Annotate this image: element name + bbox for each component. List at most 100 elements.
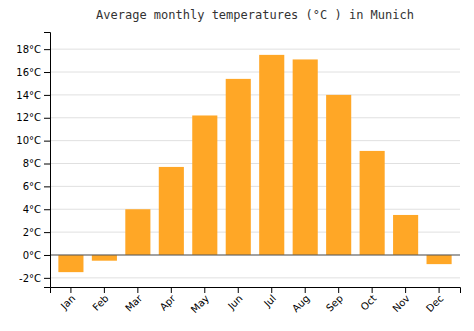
x-axis: Jan Feb Mar Apr May Jun Jul Aug Sep Oct Nov Dec	[51, 287, 461, 315]
x-tick-label: Sep	[324, 293, 345, 314]
x-tick-mark	[338, 287, 339, 293]
y-tick-label: 2°C	[23, 227, 41, 238]
y-tick-label: -2°C	[19, 273, 41, 284]
bar	[326, 95, 351, 255]
x-tick: Jan	[58, 287, 77, 312]
y-tick-mark	[44, 49, 50, 50]
y-tick: 2°C	[23, 227, 50, 238]
x-tick: Oct	[358, 287, 378, 313]
x-tick: Dec	[424, 287, 445, 314]
y-tick-label: 6°C	[23, 181, 41, 192]
y-tick: 16°C	[16, 67, 50, 78]
x-tick: Jun	[225, 287, 245, 312]
x-tick: Sep	[324, 287, 345, 314]
grid-line	[50, 94, 460, 95]
grid	[50, 49, 460, 278]
y-tick-label: 4°C	[23, 204, 41, 215]
y-tick-mark	[44, 232, 50, 233]
y-tick-mark	[44, 255, 50, 256]
y-tick-mark	[44, 72, 50, 73]
y-tick: 4°C	[23, 204, 50, 215]
y-tick-label: 18°C	[16, 44, 41, 55]
y-tick-mark	[44, 186, 50, 187]
bar	[226, 79, 251, 255]
y-tick-mark	[44, 209, 50, 210]
marks	[50, 55, 460, 272]
bar	[293, 59, 318, 255]
x-tick-label: Jan	[58, 293, 77, 312]
x-tick-mark	[204, 287, 205, 293]
grid-line	[50, 186, 460, 187]
x-tick-mark	[439, 287, 440, 293]
y-tick: 18°C	[16, 44, 50, 55]
x-tick-mark	[372, 287, 373, 293]
x-tick-mark	[137, 287, 138, 293]
title: Average monthly temperatures (°C ) in Mu…	[96, 8, 414, 22]
x-tick: Feb	[90, 287, 110, 313]
y-tick: 6°C	[23, 181, 50, 192]
y-axis: -2°C 0°C 2°C 4°C 6°C 8°C 10°C 12°C 14°C 16°C 18°C	[16, 33, 50, 288]
y-tick-mark	[44, 118, 50, 119]
x-tick-mark	[171, 287, 172, 293]
x-tick-label: Mar	[123, 292, 145, 314]
x-tick-label: May	[189, 293, 211, 315]
x-tick: Apr	[158, 287, 179, 313]
x-tick: Jul	[261, 287, 278, 310]
x-tick: May	[189, 287, 211, 315]
y-tick: -2°C	[19, 273, 50, 284]
x-tick: Nov	[390, 287, 412, 314]
y-tick-label: 12°C	[16, 112, 41, 123]
x-axis-line	[51, 288, 461, 294]
bar	[360, 151, 385, 255]
y-tick-mark	[44, 141, 50, 142]
grid-line	[50, 117, 460, 118]
x-tick-mark	[271, 287, 272, 293]
y-tick-label: 10°C	[16, 135, 41, 146]
x-tick-label: Jul	[261, 293, 278, 310]
x-tick-label: Apr	[158, 292, 179, 313]
x-tick-label: Jun	[225, 293, 245, 313]
x-tick-label: Oct	[358, 293, 378, 313]
y-tick: 8°C	[23, 158, 50, 169]
grid-line	[50, 254, 460, 255]
zero-line	[50, 254, 460, 255]
x-tick-label: Nov	[390, 293, 412, 315]
bar	[125, 209, 150, 255]
grid-line	[50, 72, 460, 73]
y-tick-mark	[44, 164, 50, 165]
y-tick: 12°C	[16, 112, 50, 123]
bar	[427, 255, 452, 264]
grid-line	[50, 49, 460, 50]
bar	[92, 255, 117, 261]
x-tick-label: Feb	[90, 293, 110, 313]
bar	[192, 115, 217, 255]
bar	[259, 55, 284, 255]
y-axis-line	[44, 33, 51, 288]
y-tick-mark	[44, 278, 50, 279]
bar	[393, 215, 418, 255]
grid-line	[50, 277, 460, 278]
x-tick-mark	[305, 287, 306, 293]
plot: -2°C 0°C 2°C 4°C 6°C 8°C 10°C 12°C 14°C 16°C 18°C J…	[16, 33, 460, 316]
x-tick-mark	[70, 287, 71, 293]
y-tick-label: 8°C	[23, 158, 41, 169]
x-tick: Mar	[123, 287, 145, 314]
x-tick-label: Dec	[424, 293, 445, 314]
grid-line	[50, 163, 460, 164]
x-tick-label: Aug	[290, 293, 312, 315]
x-tick-mark	[405, 287, 406, 293]
x-tick: Aug	[290, 287, 312, 314]
y-tick-label: 14°C	[16, 90, 41, 101]
y-tick-label: 16°C	[16, 67, 41, 78]
chart: -2°C 0°C 2°C 4°C 6°C 8°C 10°C 12°C 14°C 16°C 18°C J…	[0, 0, 474, 331]
x-tick-mark	[104, 287, 105, 293]
y-tick-label: 0°C	[23, 250, 41, 261]
y-tick-mark	[44, 95, 50, 96]
y-tick: 0°C	[23, 250, 50, 261]
grid-line	[50, 140, 460, 141]
x-tick-mark	[238, 287, 239, 293]
bar	[58, 255, 83, 272]
y-tick: 10°C	[16, 135, 50, 146]
bar	[159, 167, 184, 255]
y-tick: 14°C	[16, 90, 50, 101]
